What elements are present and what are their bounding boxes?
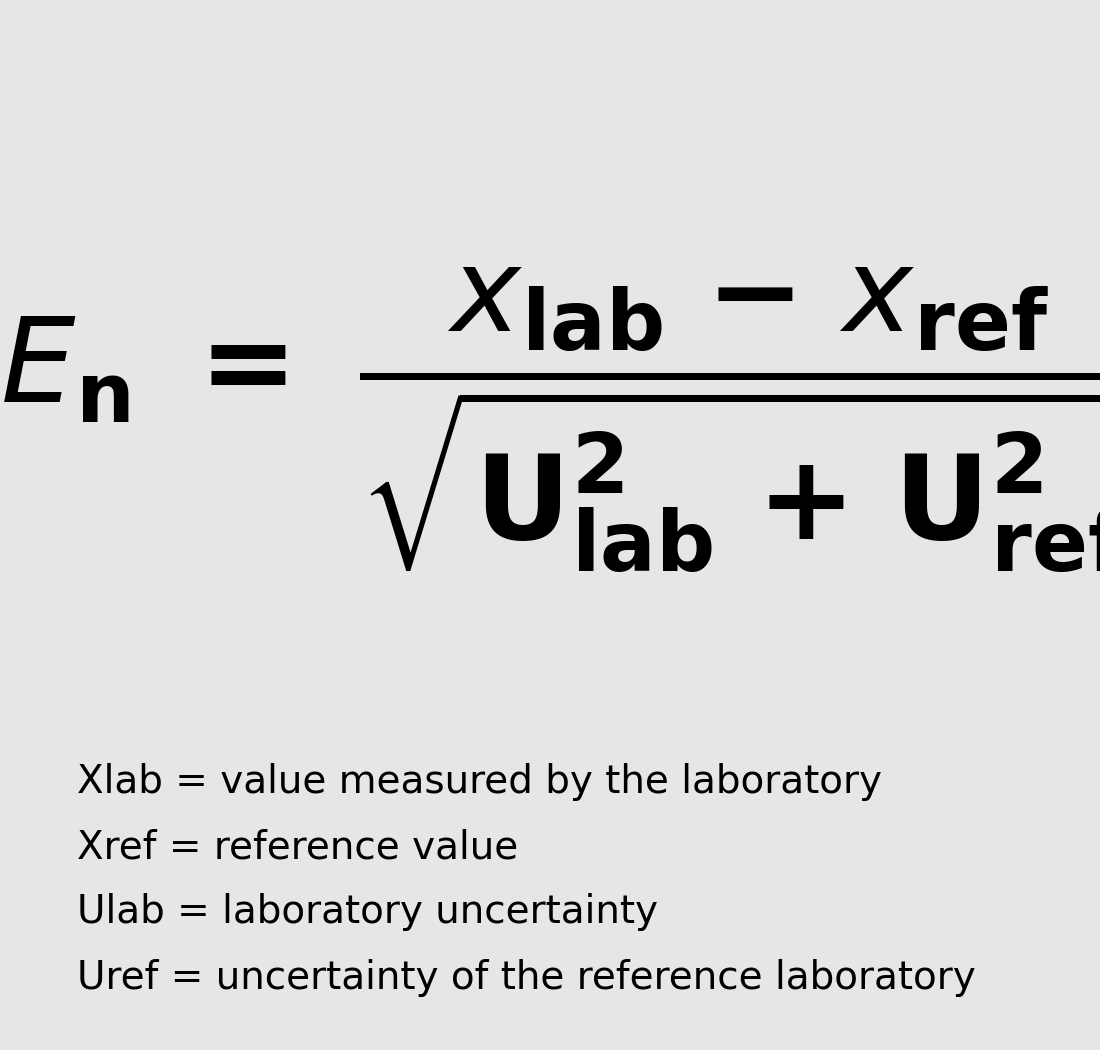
Text: $\mathbf{\mathit{E}}_{\mathbf{n}}\ \mathbf{=}\ \dfrac{\mathbf{\mathit{x}}_{\math: $\mathbf{\mathit{E}}_{\mathbf{n}}\ \math… <box>0 266 1100 574</box>
Text: Xlab = value measured by the laboratory: Xlab = value measured by the laboratory <box>77 763 882 801</box>
Text: Xref = reference value: Xref = reference value <box>77 828 518 866</box>
Text: Ulab = laboratory uncertainty: Ulab = laboratory uncertainty <box>77 894 658 931</box>
Text: Uref = uncertainty of the reference laboratory: Uref = uncertainty of the reference labo… <box>77 959 976 996</box>
